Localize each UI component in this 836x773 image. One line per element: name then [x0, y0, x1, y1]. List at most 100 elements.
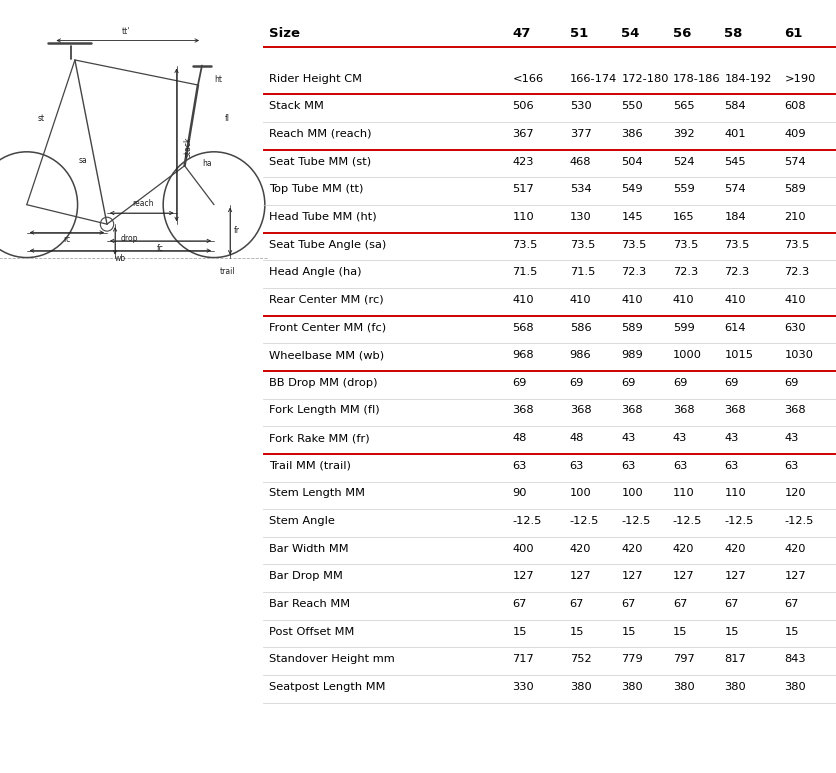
Text: 368: 368: [784, 406, 806, 415]
Text: 989: 989: [621, 350, 643, 360]
Text: 386: 386: [621, 129, 643, 139]
Text: 145: 145: [621, 212, 643, 222]
Text: 63: 63: [621, 461, 635, 471]
Text: 368: 368: [673, 406, 695, 415]
Text: 58: 58: [724, 26, 742, 39]
Text: 178-186: 178-186: [673, 73, 721, 83]
Text: 90: 90: [512, 489, 527, 499]
Text: 410: 410: [621, 295, 643, 305]
Text: 69: 69: [724, 378, 739, 388]
Text: 172-180: 172-180: [621, 73, 669, 83]
Text: Fork Rake MM (fr): Fork Rake MM (fr): [269, 433, 370, 443]
Text: wb: wb: [115, 254, 126, 263]
Text: 380: 380: [724, 682, 746, 692]
Text: -12.5: -12.5: [569, 516, 599, 526]
Text: 400: 400: [512, 543, 534, 553]
Text: Trail MM (trail): Trail MM (trail): [269, 461, 351, 471]
Text: 504: 504: [621, 157, 643, 167]
Text: 420: 420: [621, 543, 643, 553]
Text: 110: 110: [724, 489, 746, 499]
Text: 43: 43: [673, 433, 687, 443]
Text: 67: 67: [512, 599, 527, 609]
Text: Front Center MM (fc): Front Center MM (fc): [269, 322, 386, 332]
Text: Bar Reach MM: Bar Reach MM: [269, 599, 350, 609]
Text: 568: 568: [512, 322, 534, 332]
Text: 69: 69: [784, 378, 799, 388]
Text: 401: 401: [724, 129, 746, 139]
Text: sa: sa: [79, 156, 88, 165]
Text: 1030: 1030: [784, 350, 813, 360]
Text: -12.5: -12.5: [621, 516, 650, 526]
Text: 67: 67: [621, 599, 635, 609]
Text: 410: 410: [673, 295, 695, 305]
Text: 392: 392: [673, 129, 695, 139]
Text: 67: 67: [569, 599, 584, 609]
Text: Fork Length MM (fl): Fork Length MM (fl): [269, 406, 380, 415]
Text: 15: 15: [724, 627, 739, 637]
Text: 368: 368: [512, 406, 534, 415]
Text: 843: 843: [784, 654, 806, 664]
Text: 15: 15: [673, 627, 687, 637]
Text: 67: 67: [673, 599, 687, 609]
Text: 63: 63: [673, 461, 687, 471]
Text: 380: 380: [621, 682, 643, 692]
Text: 43: 43: [621, 433, 635, 443]
Text: 73.5: 73.5: [512, 240, 538, 250]
Text: fr: fr: [234, 226, 240, 234]
Text: 127: 127: [784, 571, 806, 581]
Text: 380: 380: [784, 682, 806, 692]
Text: Standover Height mm: Standover Height mm: [269, 654, 395, 664]
Text: 15: 15: [784, 627, 799, 637]
Text: 100: 100: [621, 489, 643, 499]
Text: 574: 574: [724, 184, 746, 194]
Text: 534: 534: [569, 184, 591, 194]
Text: 72.3: 72.3: [673, 267, 698, 278]
Text: 368: 368: [621, 406, 643, 415]
Text: rc: rc: [64, 235, 70, 244]
Text: Rider Height CM: Rider Height CM: [269, 73, 362, 83]
Text: 410: 410: [724, 295, 746, 305]
Text: trail: trail: [220, 267, 235, 276]
Text: Head Tube MM (ht): Head Tube MM (ht): [269, 212, 377, 222]
Text: Top Tube MM (tt): Top Tube MM (tt): [269, 184, 364, 194]
Text: 56: 56: [673, 26, 691, 39]
Text: 968: 968: [512, 350, 534, 360]
Text: 127: 127: [569, 571, 591, 581]
Text: 506: 506: [512, 101, 534, 111]
Text: 817: 817: [724, 654, 746, 664]
Text: BB Drop MM (drop): BB Drop MM (drop): [269, 378, 378, 388]
Text: 368: 368: [569, 406, 591, 415]
Text: 69: 69: [621, 378, 635, 388]
Text: 210: 210: [784, 212, 806, 222]
Text: fl: fl: [225, 114, 230, 123]
Text: Stack MM: Stack MM: [269, 101, 324, 111]
Text: 63: 63: [784, 461, 799, 471]
Text: 110: 110: [512, 212, 534, 222]
Text: -12.5: -12.5: [784, 516, 813, 526]
Text: <166: <166: [512, 73, 543, 83]
Text: 367: 367: [512, 129, 534, 139]
Text: 73.5: 73.5: [724, 240, 750, 250]
Text: 586: 586: [569, 322, 591, 332]
Text: 72.3: 72.3: [724, 267, 750, 278]
Text: 420: 420: [784, 543, 806, 553]
Text: 589: 589: [621, 322, 643, 332]
Text: 100: 100: [569, 489, 591, 499]
Text: 986: 986: [569, 350, 591, 360]
Text: 67: 67: [724, 599, 739, 609]
Text: Size: Size: [269, 26, 300, 39]
Text: 530: 530: [569, 101, 591, 111]
Text: 73.5: 73.5: [784, 240, 810, 250]
Text: 48: 48: [569, 433, 584, 443]
Text: 468: 468: [569, 157, 591, 167]
Text: Stem Length MM: Stem Length MM: [269, 489, 365, 499]
Text: 110: 110: [673, 489, 695, 499]
Text: 43: 43: [724, 433, 739, 443]
Text: Seatpost Length MM: Seatpost Length MM: [269, 682, 385, 692]
Text: 63: 63: [512, 461, 527, 471]
Text: 589: 589: [784, 184, 806, 194]
Text: 420: 420: [724, 543, 746, 553]
Text: 380: 380: [569, 682, 591, 692]
Text: 410: 410: [784, 295, 806, 305]
Text: 63: 63: [569, 461, 584, 471]
